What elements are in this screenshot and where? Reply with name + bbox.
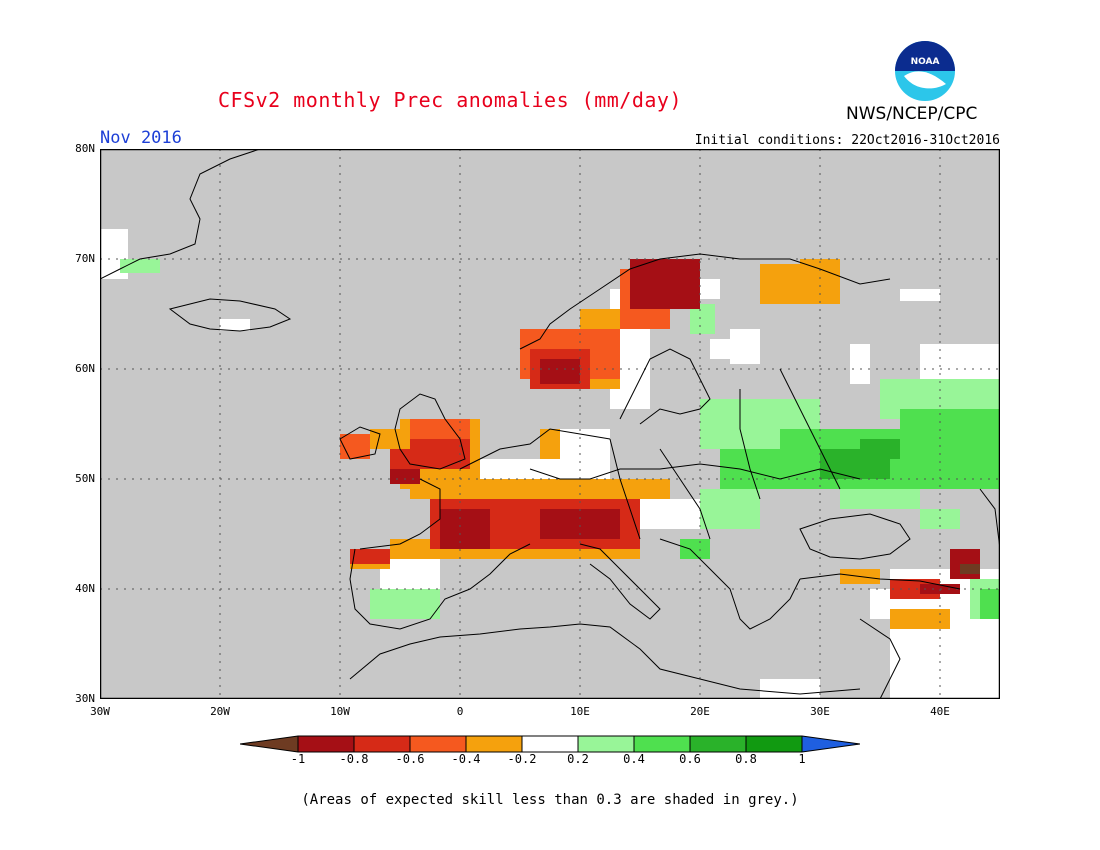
lat-label-30n: 30N: [75, 692, 95, 705]
lon-label-40e: 40E: [930, 705, 950, 718]
colorbar-tick: 0.2: [567, 752, 589, 766]
initial-conditions: Initial conditions: 22Oct2016-31Oct2016: [694, 133, 1000, 148]
colorbar-arrow-right: [802, 736, 860, 752]
precip-anomaly-map: [100, 149, 1000, 699]
coastlines: [100, 149, 1000, 699]
forecast-month: Nov 2016: [100, 128, 182, 148]
colorbar-tick: 0.6: [679, 752, 701, 766]
colorbar-tick: 0.4: [623, 752, 645, 766]
colorbar-tick: -1: [290, 752, 306, 766]
lat-label-80n: 80N: [75, 142, 95, 155]
colorbar-arrow-left: [240, 736, 298, 752]
colorbar-tick: -0.6: [395, 752, 425, 766]
lon-label-10e: 10E: [570, 705, 590, 718]
colorbar-tick: -0.4: [451, 752, 481, 766]
map-title: CFSv2 monthly Prec anomalies (mm/day): [217, 88, 683, 112]
map-frame: [100, 149, 1000, 699]
lat-label-60n: 60N: [75, 362, 95, 375]
agency-label: NWS/NCEP/CPC: [846, 104, 978, 124]
graticule: [100, 149, 1000, 699]
colorbar-tick: -0.8: [339, 752, 369, 766]
lon-label-30e: 30E: [810, 705, 830, 718]
lat-label-40n: 40N: [75, 582, 95, 595]
colorbar-tick: -0.2: [507, 752, 537, 766]
colorbar-tick: 0.8: [735, 752, 757, 766]
colorbar: [240, 735, 860, 753]
lon-label-20w: 20W: [210, 705, 230, 718]
lon-label-20e: 20E: [690, 705, 710, 718]
skill-footnote: (Areas of expected skill less than 0.3 a…: [301, 792, 799, 808]
lat-label-50n: 50N: [75, 472, 95, 485]
lon-label-10w: 10W: [330, 705, 350, 718]
lon-label-30w: 30W: [90, 705, 110, 718]
lon-label-0: 0: [456, 705, 464, 718]
dark-green-areas: [820, 439, 900, 479]
colorbar-tick: 1: [798, 752, 806, 766]
lat-label-70n: 70N: [75, 252, 95, 265]
brown-areas: [960, 564, 980, 574]
noaa-logo: NOAA: [895, 41, 955, 101]
noaa-logo-text: NOAA: [911, 57, 940, 67]
map-background: [100, 149, 1000, 699]
